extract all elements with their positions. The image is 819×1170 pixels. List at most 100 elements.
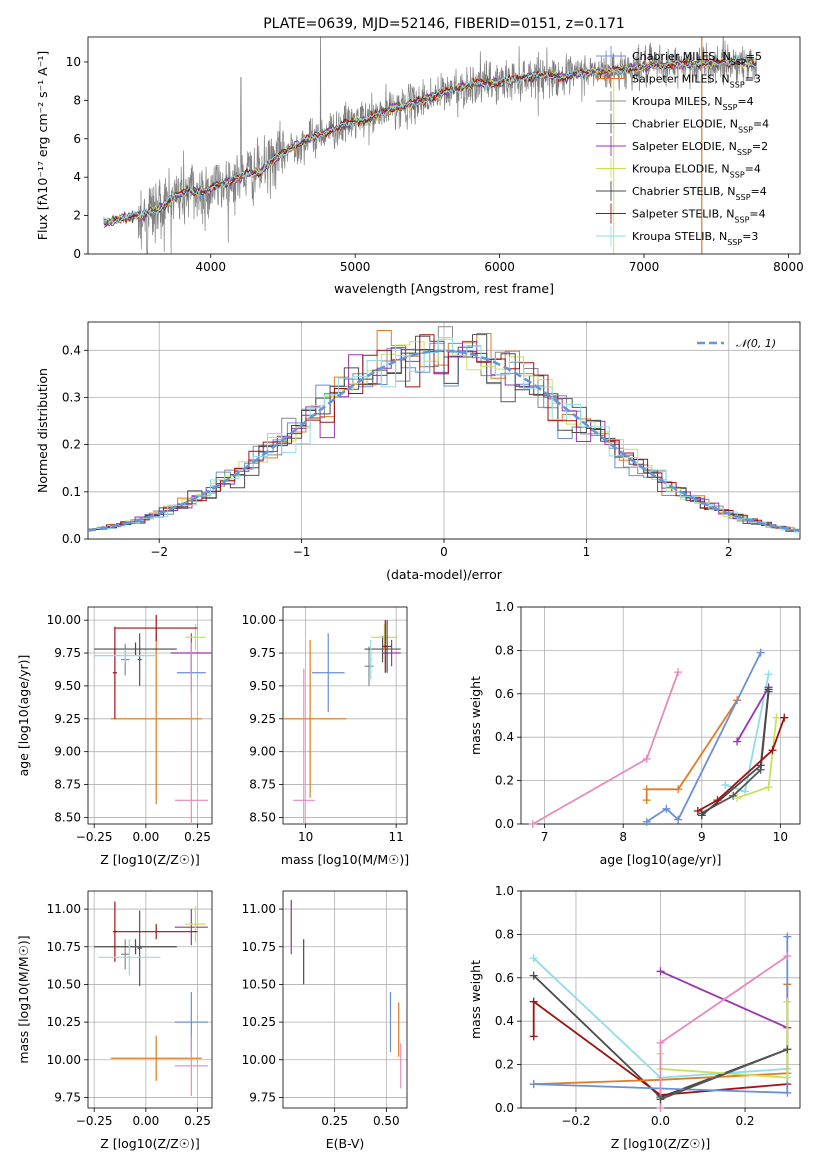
y-tick-label: 0.4 [62, 343, 81, 357]
y-tick-label: 10.00 [242, 1053, 276, 1067]
x-tick-label: −0.2 [561, 1114, 590, 1128]
y-tick-label: 10.25 [47, 1015, 81, 1029]
y-tick-label: 10.75 [47, 940, 81, 954]
y-tick-label: 0.2 [62, 438, 81, 452]
y-tick-label: 0.8 [495, 927, 514, 941]
weight-point [656, 967, 665, 976]
legend-sub: SSP [722, 103, 737, 112]
weight-point [780, 713, 789, 722]
y-tick-label: 9.50 [249, 679, 276, 693]
legend-label: Chabrier MILES, NSSP=5 [632, 50, 762, 67]
legend-label: Kroupa ELODIE, NSSP=4 [632, 163, 761, 180]
y-axis-label: mass weight [468, 960, 483, 1039]
y-tick-label: 9.00 [54, 745, 81, 759]
x-tick-label: 8000 [773, 260, 804, 274]
y-tick-label: 9.75 [54, 646, 81, 660]
y-tick-label: 0.8 [495, 643, 514, 657]
legend-n: =3 [745, 73, 761, 86]
legend-sub: SSP [731, 58, 746, 67]
mass-vs-ebv-marks [290, 900, 402, 1089]
y-axis-label: mass [log10(M/M☉)] [16, 935, 31, 1063]
weight-point [662, 804, 671, 813]
weight-series-line [646, 652, 762, 823]
y-tick-label: 0.4 [495, 730, 514, 744]
y-tick-label: 10.00 [47, 613, 81, 627]
y-tick-label: 8 [73, 93, 81, 107]
y-tick-label: 11.00 [47, 902, 81, 916]
axes-frame [87, 321, 801, 540]
weight-point [529, 997, 538, 1006]
weight-point [674, 785, 683, 794]
weight-point [693, 806, 702, 815]
weight-point [756, 761, 765, 770]
weight-point [740, 787, 749, 796]
x-tick-label: 0.00 [133, 830, 160, 844]
age-vs-mass-marks [283, 620, 401, 824]
axes-frame [282, 606, 408, 825]
legend-sub: SSP [730, 170, 745, 179]
weight-vs-z-marks [529, 932, 792, 1112]
x-tick-label: 11 [388, 830, 403, 844]
legend-n: =4 [751, 185, 767, 198]
y-tick-label: 9.75 [249, 646, 276, 660]
x-tick-label: 0.50 [373, 1114, 400, 1128]
x-tick-label: 0 [440, 545, 448, 559]
legend: Chabrier MILES, NSSP=5 Salpeter MILES, NS… [596, 46, 769, 247]
weight-point [656, 1104, 665, 1112]
weight-point [642, 817, 651, 826]
y-tick-label: 0.0 [495, 1101, 514, 1115]
weight-series-line [660, 1048, 788, 1101]
weight-point [733, 737, 742, 746]
x-tick-label: 7000 [629, 260, 660, 274]
legend-sub: SSP [734, 215, 749, 224]
x-tick-label: 7 [541, 830, 549, 844]
x-tick-label: 2 [725, 545, 733, 559]
y-tick-label: 0.2 [495, 774, 514, 788]
y-tick-label: 0.0 [495, 817, 514, 831]
weight-point [529, 971, 538, 980]
y-axis-label: age [log10(age/yr)] [16, 655, 31, 777]
x-axis-label: (data-model)/error [386, 567, 503, 582]
weight-point [772, 713, 781, 722]
x-tick-label: 0.25 [184, 1114, 211, 1128]
y-tick-label: 9.50 [54, 679, 81, 693]
y-tick-label: 1.0 [495, 600, 514, 614]
weight-point [783, 997, 792, 1006]
y-tick-label: 8.75 [249, 778, 276, 792]
weight-point [783, 932, 792, 941]
weight-point [764, 783, 773, 792]
weight-point [642, 796, 651, 805]
legend-sub: SSP [737, 148, 752, 157]
legend-label: Kroupa STELIB, NSSP=3 [632, 230, 758, 247]
legend-n: =2 [752, 140, 768, 153]
y-tick-label: 0.0 [62, 532, 81, 546]
x-tick-label: 4000 [195, 260, 226, 274]
weight-series-line [532, 671, 680, 825]
weight-point [756, 648, 765, 657]
x-tick-label: −0.25 [76, 830, 113, 844]
weight-point [674, 668, 683, 677]
residual-histogram [88, 349, 800, 532]
weight-series-line [659, 1001, 789, 1079]
axes-frame [520, 606, 801, 825]
y-axis-label: Flux [fλ10⁻¹⁷ erg cm⁻² s⁻¹ A⁻¹] [35, 51, 50, 240]
y-tick-label: 4 [73, 170, 81, 184]
y-tick-label: 8.50 [54, 810, 81, 824]
x-tick-label: −0.25 [76, 1114, 113, 1128]
y-tick-label: 10.00 [47, 1053, 81, 1067]
chart-title: PLATE=0639, MJD=52146, FIBERID=0151, z=0… [263, 16, 625, 32]
x-tick-label: 0.2 [735, 1114, 754, 1128]
weight-series-line [532, 999, 788, 1096]
weight-point [656, 1095, 665, 1104]
x-axis-label: age [log10(age/yr)] [600, 852, 722, 867]
legend-sub: SSP [738, 125, 753, 134]
weight-point [783, 1073, 792, 1082]
age-vs-z-marks [94, 614, 212, 824]
spectrum-lines [103, 37, 757, 254]
axes-frame [282, 890, 408, 1109]
weight-point [783, 1088, 792, 1097]
x-tick-label: 0.0 [651, 1114, 670, 1128]
legend-n: =5 [746, 50, 762, 63]
legend-label: Kroupa MILES, NSSP=4 [632, 95, 754, 112]
weight-point [642, 754, 651, 763]
